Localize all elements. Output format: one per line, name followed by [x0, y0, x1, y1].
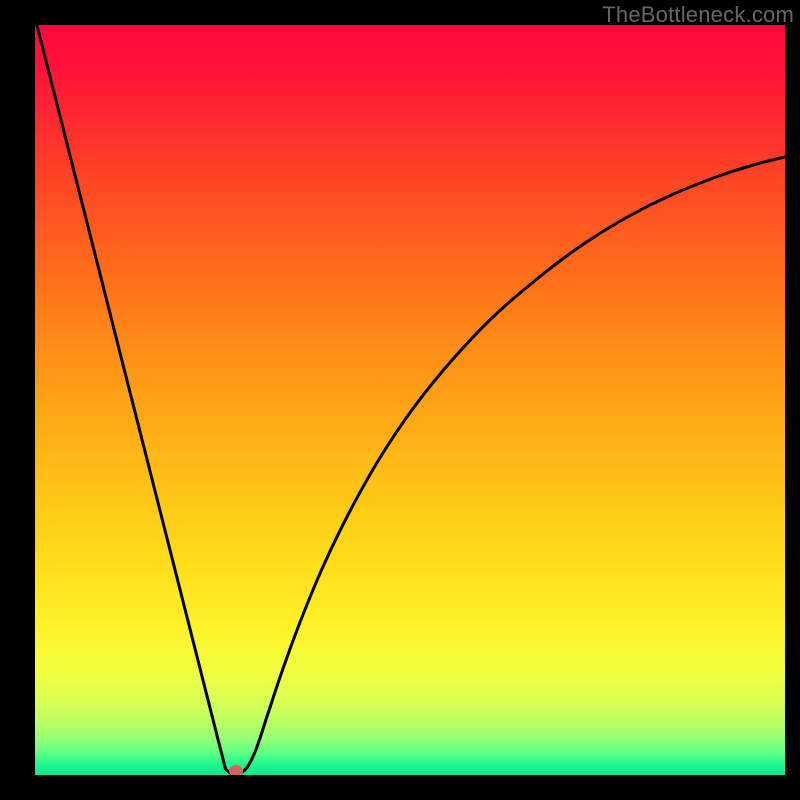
bottleneck-curve-svg — [35, 25, 785, 775]
optimum-marker — [229, 765, 243, 776]
bottleneck-curve-path — [35, 25, 785, 775]
attribution-text: TheBottleneck.com — [602, 0, 800, 28]
plot-area — [35, 25, 785, 775]
